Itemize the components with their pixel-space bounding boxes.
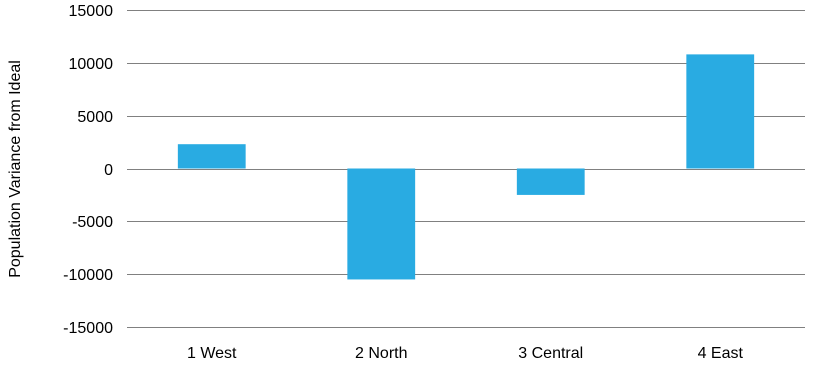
- y-tick-labels: 15000 10000 5000 0 -5000 -10000 -15000: [63, 3, 113, 337]
- y-tick-label: 10000: [69, 56, 114, 73]
- y-tick-label: 0: [104, 162, 113, 179]
- y-tick-label: 5000: [77, 109, 113, 126]
- y-tick-label: -15000: [63, 320, 113, 337]
- y-axis-title: Population Variance from Ideal: [7, 60, 24, 278]
- bar-1-west: [177, 144, 246, 169]
- bar-3-central: [516, 168, 585, 195]
- x-tick-label: 1 West: [187, 345, 237, 362]
- y-tick-label: -10000: [63, 267, 113, 284]
- x-tick-labels: 1 West 2 North 3 Central 4 East: [187, 345, 743, 362]
- x-tick-label: 3 Central: [518, 345, 583, 362]
- bar-2-north: [347, 168, 416, 280]
- gridlines: [127, 10, 805, 328]
- y-tick-label: 15000: [69, 3, 114, 20]
- bars: [177, 54, 755, 280]
- x-tick-label: 2 North: [355, 345, 407, 362]
- y-tick-label: -5000: [72, 214, 113, 231]
- x-tick-label: 4 East: [698, 345, 744, 362]
- bar-4-east: [686, 54, 755, 169]
